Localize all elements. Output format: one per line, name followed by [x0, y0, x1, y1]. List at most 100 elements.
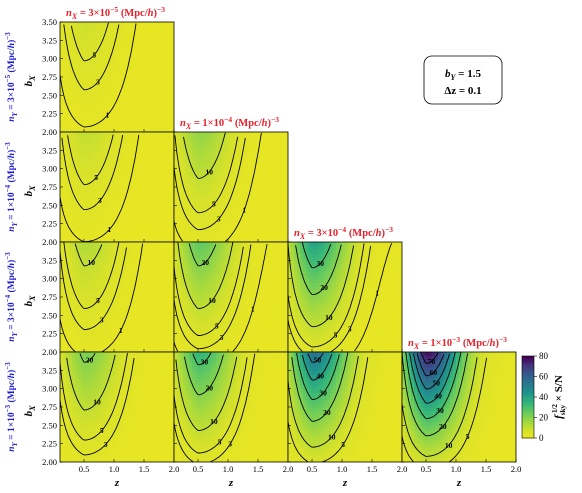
heatmap-cell — [105, 267, 109, 272]
heatmap-cell — [228, 220, 232, 225]
heatmap-cell — [123, 282, 127, 287]
heatmap-cell — [69, 29, 73, 34]
heatmap-cell — [153, 187, 157, 192]
heatmap-cell — [174, 238, 178, 242]
heatmap-cell — [132, 337, 136, 342]
heatmap-cell — [144, 183, 148, 188]
heatmap-cell — [186, 256, 190, 261]
heatmap-cell — [117, 311, 121, 316]
heatmap-cell — [81, 234, 85, 239]
heatmap-cell — [75, 139, 79, 144]
heatmap-cell — [120, 220, 124, 225]
heatmap-cell — [96, 348, 100, 352]
heatmap-cell — [102, 330, 106, 335]
heatmap-cell — [81, 51, 85, 56]
heatmap-cell — [153, 304, 157, 309]
heatmap-cell — [159, 128, 163, 132]
heatmap-cell — [69, 128, 73, 132]
heatmap-cell — [69, 253, 73, 258]
heatmap-cell — [99, 47, 103, 52]
heatmap-cell — [66, 77, 70, 82]
heatmap-cell — [141, 322, 145, 327]
heatmap-cell — [117, 238, 121, 242]
heatmap-cell — [240, 234, 244, 239]
heatmap-cell — [270, 194, 274, 199]
heatmap-cell — [204, 216, 208, 221]
heatmap-cell — [63, 62, 67, 67]
heatmap-cell — [111, 319, 115, 324]
heatmap-cell — [105, 176, 109, 181]
heatmap-cell — [66, 176, 70, 181]
heatmap-cell — [105, 322, 109, 327]
heatmap-cell — [150, 88, 154, 93]
heatmap-cell — [93, 22, 97, 27]
heatmap-cell — [180, 245, 184, 250]
heatmap-cell — [72, 256, 76, 261]
heatmap-cell — [63, 308, 67, 313]
heatmap-cell — [132, 249, 136, 254]
heatmap-cell — [222, 220, 226, 225]
heatmap-cell — [114, 91, 118, 96]
heatmap-cell — [99, 209, 103, 214]
heatmap-cell — [111, 315, 115, 320]
heatmap-cell — [96, 25, 100, 30]
heatmap-cell — [90, 44, 94, 49]
heatmap-cell — [171, 91, 174, 96]
heatmap-cell — [78, 91, 82, 96]
heatmap-cell — [141, 198, 145, 203]
heatmap-cell — [255, 139, 259, 144]
heatmap-cell — [105, 249, 109, 254]
heatmap-cell — [114, 22, 118, 27]
heatmap-cell — [159, 322, 163, 327]
heatmap-cell — [246, 205, 250, 210]
heatmap-cell — [219, 238, 223, 242]
heatmap-cell — [234, 187, 238, 192]
heatmap-cell — [165, 36, 169, 41]
heatmap-cell — [219, 143, 223, 148]
heatmap-cell — [111, 143, 115, 148]
heatmap-cell — [186, 139, 190, 144]
heatmap-cell — [63, 242, 67, 247]
heatmap-cell — [99, 289, 103, 294]
heatmap-cell — [159, 348, 163, 352]
heatmap-cell — [120, 293, 124, 298]
heatmap-cell — [246, 227, 250, 232]
heatmap-cell — [108, 245, 112, 250]
heatmap-cell — [204, 348, 208, 352]
heatmap-cell — [129, 139, 133, 144]
heatmap-cell — [156, 110, 160, 115]
heatmap-cell — [186, 326, 190, 331]
heatmap-cell — [153, 190, 157, 195]
heatmap-cell — [114, 139, 118, 144]
heatmap-cell — [123, 212, 127, 217]
heatmap-cell — [189, 135, 193, 140]
heatmap-cell — [153, 322, 157, 327]
heatmap-cell — [96, 77, 100, 82]
heatmap-cell — [114, 69, 118, 74]
heatmap-cell — [162, 300, 166, 305]
heatmap-cell — [87, 271, 91, 276]
heatmap-cell — [84, 157, 88, 162]
heatmap-cell — [72, 198, 76, 203]
heatmap-cell — [204, 267, 208, 272]
heatmap-cell — [102, 99, 106, 104]
heatmap-cell — [165, 128, 169, 132]
heatmap-cells — [60, 22, 174, 132]
heatmap-cell — [186, 187, 190, 192]
heatmap-cell — [87, 348, 91, 352]
heatmap-cell — [180, 165, 184, 170]
heatmap-cell — [99, 330, 103, 335]
heatmap-cell — [132, 139, 136, 144]
heatmap-cell — [75, 256, 79, 261]
heatmap-cell — [105, 271, 109, 276]
heatmap-cell — [240, 139, 244, 144]
heatmap-cell — [144, 341, 148, 346]
heatmap-cell — [147, 271, 151, 276]
heatmap-cell — [264, 139, 268, 144]
heatmap-cell — [183, 297, 187, 302]
heatmap-cell — [111, 183, 115, 188]
heatmap-cell — [78, 315, 82, 320]
heatmap-cell — [165, 113, 169, 118]
heatmap-cell — [189, 165, 193, 170]
heatmap-cell — [177, 253, 181, 258]
